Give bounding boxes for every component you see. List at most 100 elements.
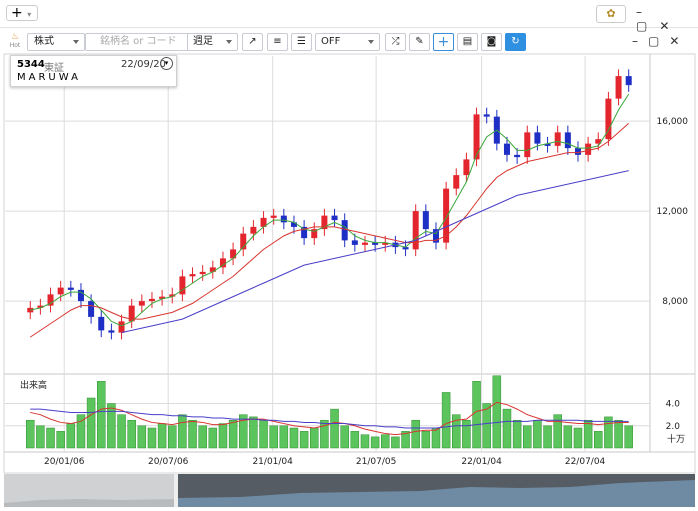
tool-camera[interactable]: ◙ bbox=[481, 33, 502, 51]
period-select[interactable]: 週足 bbox=[187, 33, 238, 51]
candle-body bbox=[118, 321, 125, 333]
candle-body bbox=[615, 76, 622, 99]
volume-bar bbox=[178, 414, 187, 449]
volume-bar bbox=[299, 431, 309, 449]
moving-average bbox=[121, 170, 629, 334]
tool-refresh[interactable]: ↻ bbox=[505, 33, 526, 51]
volume-bar bbox=[25, 419, 35, 449]
volume-bar bbox=[340, 425, 349, 449]
tool-list[interactable]: ▤ bbox=[457, 33, 478, 51]
volume-bar bbox=[147, 427, 157, 449]
hot-badge[interactable]: ♨ Hot bbox=[9, 32, 21, 50]
candle-body bbox=[148, 298, 155, 302]
candle-body bbox=[199, 271, 206, 275]
volume-bar bbox=[604, 416, 613, 449]
x-tick-label: 21/01/04 bbox=[252, 457, 293, 467]
volume-bar bbox=[472, 381, 481, 449]
candle-body bbox=[473, 114, 480, 160]
search-box[interactable]: 銘柄名 or コード bbox=[85, 33, 189, 51]
tool-lines[interactable]: ☰ bbox=[291, 33, 312, 51]
mode-select[interactable]: OFF bbox=[315, 33, 380, 51]
volume-bar bbox=[563, 425, 573, 449]
settings-button[interactable]: ✿ bbox=[596, 5, 626, 23]
x-tick-label: 22/07/04 bbox=[565, 457, 606, 467]
candle-body bbox=[67, 287, 74, 290]
volume-bar bbox=[96, 381, 106, 449]
stock-code: 5344 bbox=[17, 59, 45, 70]
candle-body bbox=[169, 294, 176, 297]
volume-bar bbox=[553, 414, 562, 449]
volume-bar bbox=[411, 419, 420, 449]
candle-body bbox=[189, 274, 196, 277]
candle-body bbox=[544, 143, 551, 146]
candle-body bbox=[209, 267, 216, 272]
candle-body bbox=[88, 301, 95, 317]
market-select[interactable]: 株式 bbox=[27, 33, 85, 51]
candle-body bbox=[280, 215, 287, 223]
y-tick-label: 12,000 bbox=[657, 207, 689, 217]
tool-shuffle[interactable]: ⤮ bbox=[385, 33, 406, 51]
volume-bar bbox=[188, 419, 197, 449]
volume-bar bbox=[431, 427, 441, 449]
candle-body bbox=[361, 242, 368, 245]
panel-controls[interactable]: –▢✕ bbox=[632, 34, 690, 48]
volume-bar bbox=[289, 427, 299, 449]
volume-bar bbox=[583, 419, 593, 449]
volume-bar bbox=[157, 423, 167, 449]
volume-bar bbox=[523, 425, 532, 449]
volume-bar bbox=[36, 425, 45, 449]
candle-body bbox=[585, 143, 592, 155]
candle-body bbox=[57, 287, 64, 295]
exchange: 東証 bbox=[44, 63, 64, 74]
candle-body bbox=[412, 211, 419, 250]
volume-bar bbox=[127, 419, 136, 449]
volume-bar bbox=[401, 431, 410, 449]
volume-bar bbox=[208, 427, 218, 449]
candle-body bbox=[595, 139, 602, 144]
volume-bar bbox=[543, 425, 552, 449]
navigator bbox=[4, 474, 695, 507]
candle-body bbox=[37, 305, 44, 308]
candle-body bbox=[250, 226, 257, 234]
x-tick-label: 20/01/06 bbox=[44, 457, 85, 467]
volume-bar bbox=[441, 392, 451, 449]
volume-bar bbox=[533, 419, 542, 449]
info-box: 5344 東証 22/09/20 ▾ MARUWA bbox=[10, 55, 177, 87]
volume-bar bbox=[279, 425, 289, 449]
candle-body bbox=[605, 98, 612, 140]
tool-align[interactable]: ≡ bbox=[267, 33, 288, 51]
add-button[interactable]: + ▾ bbox=[6, 5, 38, 21]
candle-body bbox=[27, 307, 34, 313]
y-tick-label: 16,000 bbox=[657, 117, 689, 127]
candle-body bbox=[625, 76, 632, 86]
tool-arrow[interactable]: ↗ bbox=[242, 33, 263, 51]
volume-bar bbox=[86, 397, 96, 449]
chart-frame bbox=[3, 53, 696, 474]
date: 22/09/20 bbox=[121, 59, 166, 70]
title-bar bbox=[0, 0, 698, 28]
candle-body bbox=[514, 154, 521, 158]
volume-bar bbox=[381, 434, 390, 449]
volume-bar bbox=[137, 425, 147, 449]
candle-body bbox=[351, 240, 358, 245]
window-controls[interactable]: –▢✕ bbox=[636, 5, 682, 33]
x-tick-label: 20/07/06 bbox=[148, 457, 189, 467]
candle-body bbox=[574, 148, 581, 155]
volume-bar bbox=[391, 436, 400, 449]
volume-bar bbox=[46, 427, 55, 449]
candle-body bbox=[159, 296, 166, 299]
volume-bar bbox=[249, 416, 258, 449]
volume-bar bbox=[198, 425, 207, 449]
tool-cross[interactable]: + bbox=[433, 33, 454, 51]
tool-pen[interactable]: ✎ bbox=[409, 33, 430, 51]
candle-body bbox=[98, 316, 105, 331]
volume-bar bbox=[492, 375, 502, 449]
volume-bar bbox=[462, 419, 471, 449]
volume-bar bbox=[218, 423, 228, 449]
candle-body bbox=[260, 217, 267, 227]
expand-button[interactable]: ▾ bbox=[160, 57, 173, 70]
y-tick-label: 4.0 bbox=[666, 400, 681, 410]
candle-body bbox=[47, 294, 54, 306]
